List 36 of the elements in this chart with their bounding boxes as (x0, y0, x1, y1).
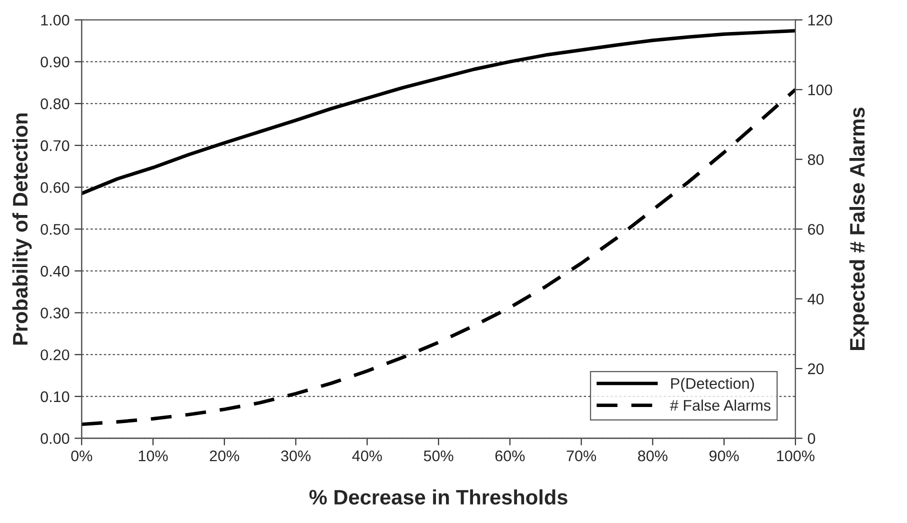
y2-tick-label: 80 (808, 154, 824, 166)
y-tick-label: 0.20 (40, 349, 70, 360)
x-tick-label: 70% (566, 450, 596, 462)
x-tick-label: 0% (71, 450, 92, 462)
line-series (82, 88, 796, 426)
x-tick-label: 20% (210, 450, 240, 462)
y-tick-label: 0.50 (40, 224, 70, 235)
y2-tick-label: 100 (808, 84, 832, 96)
x-tick-label: 90% (709, 450, 739, 462)
y-tick-label: 0.30 (40, 308, 70, 318)
y-tick-label: 0.60 (40, 182, 70, 193)
y2-tick-label: 120 (808, 14, 832, 26)
y2-tick-label: 60 (808, 224, 824, 235)
y-tick-label: 0.90 (40, 56, 70, 68)
x-tick-label: 40% (352, 450, 382, 462)
x-tick-label: 50% (424, 450, 454, 462)
y-axis-title: Probability of Detection (12, 113, 32, 345)
y2-tick-label: 40 (808, 294, 824, 304)
y2-tick-label: 0 (808, 433, 816, 444)
y2-tick-label: 20 (808, 363, 824, 374)
y-tick-label: 0.80 (40, 98, 70, 110)
y2-axis-title: Expected # False Alarms (849, 108, 869, 350)
legend-label: # False Alarms (670, 400, 770, 411)
x-axis-title: % Decrease in Thresholds (309, 489, 568, 505)
y-tick-label: 1.00 (41, 14, 70, 26)
x-tick-label: 30% (281, 450, 311, 462)
line-series (82, 29, 796, 196)
x-tick-label: 80% (638, 450, 668, 462)
x-tick-label: 60% (495, 450, 525, 462)
legend-label: P(Detection) (671, 378, 754, 392)
y-tick-label: 0.10 (40, 391, 70, 402)
y-tick-label: 0.00 (40, 433, 70, 444)
y-tick-label: 0.40 (40, 266, 70, 277)
x-tick-label: 100% (777, 450, 814, 462)
y-tick-label: 0.70 (40, 140, 70, 152)
x-tick-label: 10% (138, 450, 168, 462)
